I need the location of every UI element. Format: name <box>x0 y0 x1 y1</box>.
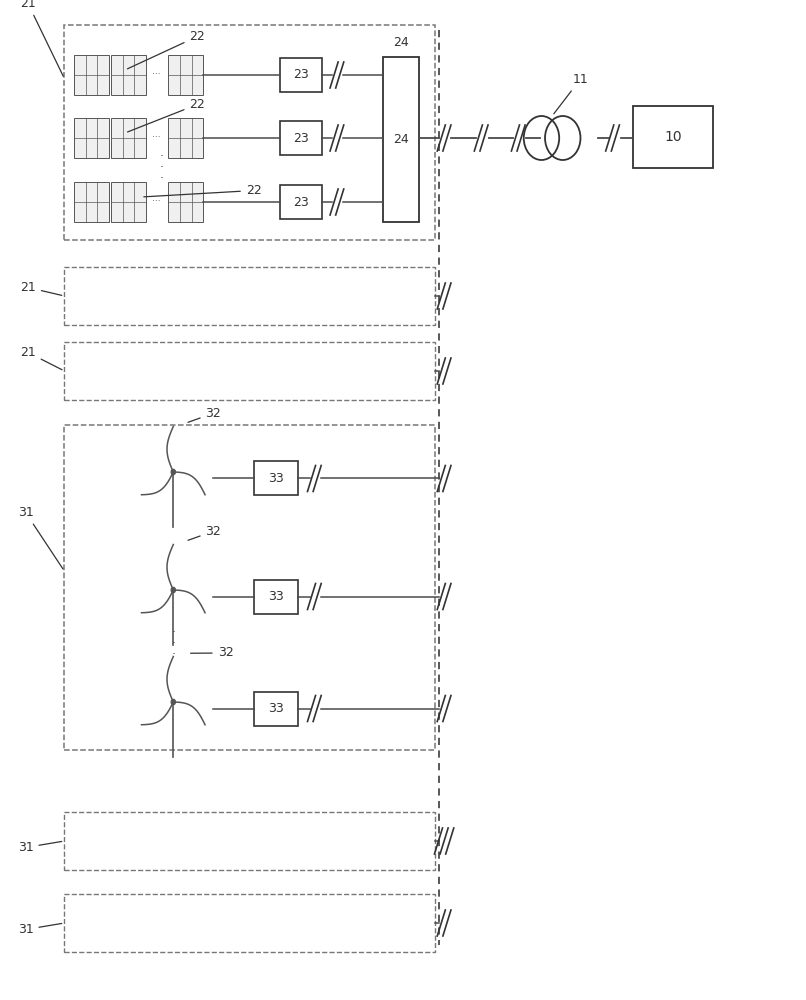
Bar <box>383 57 419 222</box>
Bar <box>280 58 322 92</box>
Text: 22: 22 <box>143 184 262 197</box>
Text: 11: 11 <box>554 73 588 114</box>
Bar <box>280 121 322 155</box>
Bar <box>64 267 435 325</box>
Bar <box>74 118 109 158</box>
Text: 32: 32 <box>190 647 234 660</box>
Text: ·
·
·: · · · <box>172 626 175 662</box>
Text: 31: 31 <box>18 923 62 936</box>
Bar <box>64 342 435 400</box>
Text: 22: 22 <box>127 98 206 132</box>
Text: 23: 23 <box>293 196 310 209</box>
Text: ·
·
·: · · · <box>160 150 163 186</box>
Bar <box>254 692 298 726</box>
Bar <box>74 55 109 95</box>
Bar <box>111 55 146 95</box>
Text: 21: 21 <box>20 281 62 295</box>
Text: 33: 33 <box>268 472 284 485</box>
Bar <box>168 55 203 95</box>
Text: 22: 22 <box>127 30 206 69</box>
Bar <box>280 185 322 219</box>
Circle shape <box>171 699 176 705</box>
Text: ···: ··· <box>152 133 161 142</box>
Text: 10: 10 <box>664 130 682 144</box>
Text: 31: 31 <box>18 841 62 854</box>
Bar <box>168 182 203 222</box>
Text: 24: 24 <box>393 36 409 49</box>
Text: 33: 33 <box>268 590 284 603</box>
Bar <box>64 25 435 240</box>
Bar <box>168 118 203 158</box>
Text: 31: 31 <box>18 506 63 569</box>
Text: 24: 24 <box>393 133 409 146</box>
Text: 21: 21 <box>20 346 62 370</box>
Bar <box>633 106 713 168</box>
Text: 23: 23 <box>293 131 310 144</box>
Bar <box>64 425 435 750</box>
Text: 32: 32 <box>188 407 222 422</box>
Circle shape <box>171 469 176 475</box>
Bar <box>254 461 298 495</box>
Bar <box>74 182 109 222</box>
Bar <box>64 812 435 870</box>
Text: 21: 21 <box>20 0 63 76</box>
Text: 33: 33 <box>268 702 284 715</box>
Bar <box>111 182 146 222</box>
Text: ···: ··· <box>152 198 161 207</box>
Bar <box>254 580 298 614</box>
Bar <box>111 118 146 158</box>
Bar <box>64 894 435 952</box>
Text: ···: ··· <box>152 70 161 80</box>
Text: 23: 23 <box>293 68 310 82</box>
Text: 32: 32 <box>188 525 222 540</box>
Circle shape <box>171 587 176 593</box>
